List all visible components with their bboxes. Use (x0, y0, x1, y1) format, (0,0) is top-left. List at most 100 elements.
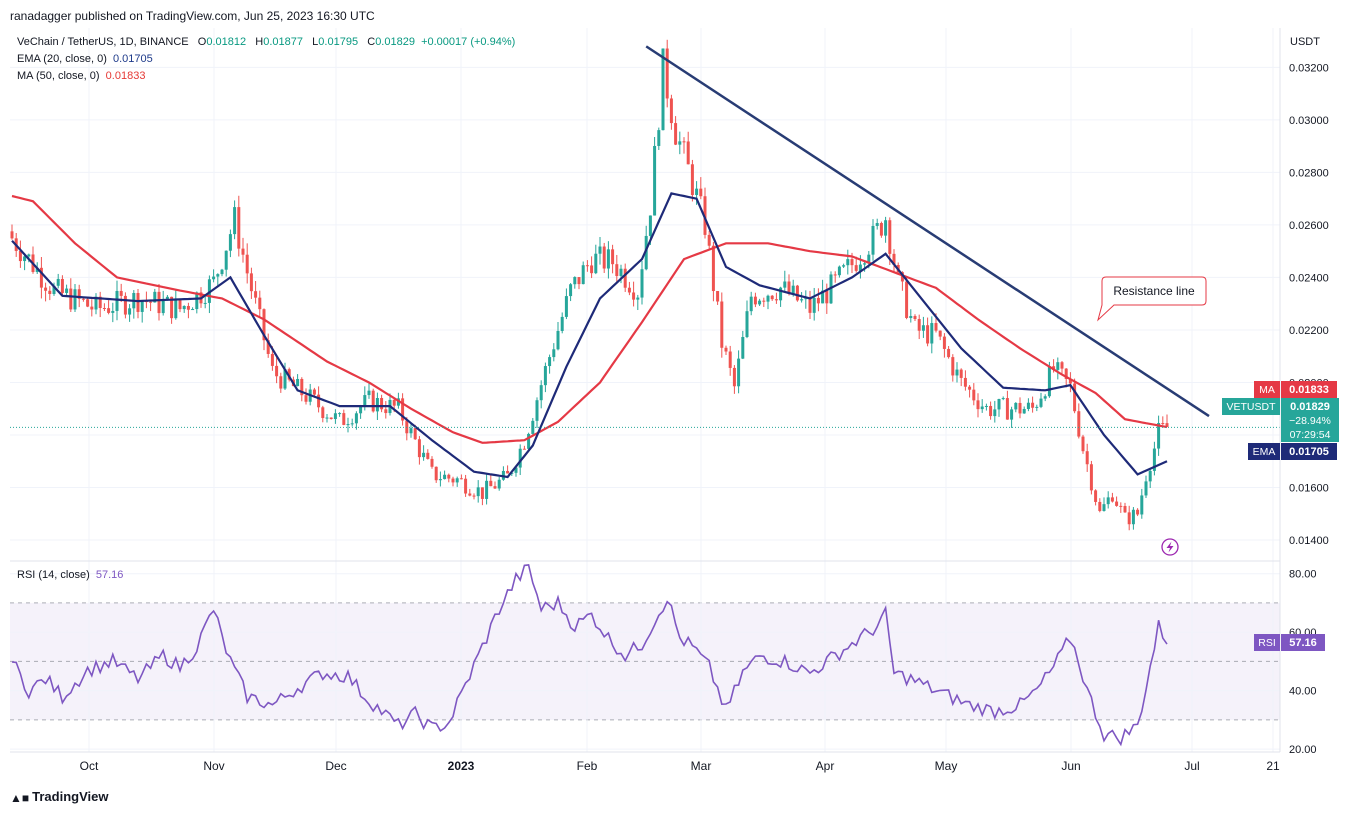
candle (627, 281, 631, 296)
candle (997, 398, 1001, 417)
candle (258, 290, 262, 319)
time-tick-label: Apr (816, 759, 835, 773)
candle (220, 268, 224, 277)
candle (149, 300, 153, 312)
ema-legend-value: 0.01705 (113, 53, 153, 65)
candle (909, 309, 913, 323)
candle (459, 474, 463, 480)
resistance-trendline[interactable] (645, 45, 1210, 418)
candle (476, 480, 480, 503)
candle (535, 397, 539, 429)
candle (942, 333, 946, 358)
last-badge-value: 0.01829 (1290, 401, 1330, 413)
price-tick-label: 0.02200 (1289, 325, 1329, 337)
price-axis[interactable]: 0.03200 0.03000 0.02800 0.02600 0.02400 0.022… (1289, 62, 1329, 547)
candle (1043, 394, 1047, 402)
candle (804, 290, 808, 309)
candle (485, 474, 489, 505)
candle (678, 131, 682, 155)
candle (560, 312, 564, 334)
price-tick-label: 0.01600 (1289, 482, 1329, 494)
candle (325, 414, 329, 423)
close-label: C (367, 36, 376, 48)
last-badge-change: −28.94% (1289, 415, 1331, 427)
last-badge-countdown: 07:29:54 (1290, 429, 1331, 441)
candle (506, 465, 510, 474)
rsi-legend[interactable]: RSI (14, close) 57.16 (17, 569, 123, 581)
candle (1115, 496, 1119, 507)
candle (1035, 404, 1039, 412)
rsi-badge-value: 57.16 (1289, 637, 1317, 649)
candle (480, 487, 484, 506)
candle (602, 242, 606, 273)
candle (623, 263, 627, 292)
low-label: L (312, 36, 319, 48)
price-tick-label: 0.02400 (1289, 272, 1329, 284)
ema-price-badge: EMA 0.01705 (1248, 443, 1337, 460)
candle (711, 242, 715, 302)
candle (976, 393, 980, 418)
candle (640, 260, 644, 305)
candle (1110, 492, 1114, 503)
candle (741, 330, 745, 360)
candle (661, 48, 665, 131)
candle (39, 257, 43, 299)
candle (632, 281, 636, 307)
tradingview-logo[interactable]: ▲■ TradingView (10, 789, 108, 805)
candle (275, 357, 279, 384)
rsi-tick-label: 20.00 (1289, 744, 1317, 756)
candle (1014, 402, 1018, 413)
candle (585, 260, 589, 272)
candle (434, 466, 438, 483)
change-value: +0.00017 (+0.94%) (421, 36, 516, 48)
candle (1094, 489, 1098, 506)
candle (682, 137, 686, 154)
lightning-icon[interactable] (1161, 538, 1179, 556)
candle (107, 300, 111, 315)
candle (963, 370, 967, 391)
candle (132, 290, 136, 319)
candle (1148, 468, 1152, 489)
candle (333, 409, 337, 424)
candle (615, 254, 619, 283)
candle (1010, 406, 1014, 428)
candle (380, 394, 384, 413)
candle (917, 314, 921, 340)
candle (212, 269, 216, 283)
candle (606, 241, 610, 279)
time-tick-label: Mar (691, 759, 712, 773)
candle (468, 488, 472, 497)
candle (774, 292, 778, 304)
rsi-pane (10, 573, 1280, 750)
candle (892, 249, 896, 273)
candle (266, 333, 270, 358)
resistance-callout[interactable]: Resistance line (1097, 276, 1207, 322)
time-axis[interactable]: Oct Nov Dec 2023 Feb Mar Apr May Jun Jul 21 (80, 759, 1280, 773)
candle (237, 195, 241, 257)
candle (178, 298, 182, 313)
price-tick-label: 0.01400 (1289, 535, 1329, 547)
candle (279, 372, 283, 393)
candle (73, 284, 77, 312)
candle (447, 473, 451, 483)
candle (543, 362, 547, 393)
ema-legend[interactable]: EMA (20, close, 0) 0.01705 (17, 53, 153, 65)
rsi-badge-label: RSI (1258, 637, 1276, 649)
candle (245, 243, 249, 284)
candle (182, 305, 186, 313)
candle (304, 388, 308, 405)
candle (1005, 390, 1009, 420)
candle (548, 354, 552, 374)
time-tick-label: May (935, 759, 958, 773)
candle (18, 240, 22, 268)
candle (716, 291, 720, 305)
time-tick-label: Jul (1184, 759, 1199, 773)
candle (409, 423, 413, 438)
candle (86, 298, 90, 308)
symbol-legend[interactable]: VeChain / TetherUS, 1D, BINANCE O0.01812… (17, 36, 515, 48)
ma-legend-label: MA (50, close, 0) (17, 70, 100, 82)
candle (350, 418, 354, 427)
ma-legend[interactable]: MA (50, close, 0) 0.01833 (17, 70, 145, 82)
